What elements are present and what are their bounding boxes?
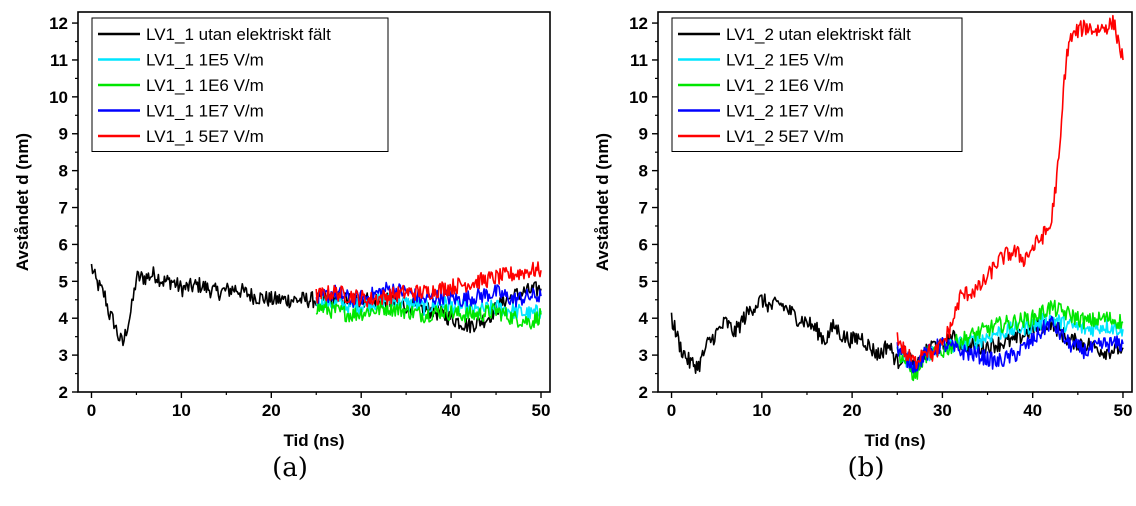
legend-label-1: LV1_2 utan elektriskt fält	[726, 25, 911, 44]
x-axis-label: Tid (ns)	[864, 431, 925, 450]
legend-label-4: LV1_2 1E7 V/m	[726, 102, 844, 121]
y-axis-label: Avståndet d (nm)	[13, 133, 32, 271]
series-group	[670, 14, 1124, 382]
y-tick-label: 5	[639, 272, 648, 291]
legend-box	[671, 17, 963, 152]
series-line-4	[896, 315, 1124, 374]
x-tick-label: 30	[352, 401, 371, 420]
y-tick-label: 6	[639, 235, 648, 254]
y-tick-label: 11	[50, 51, 68, 70]
y-tick-label: 6	[59, 235, 68, 254]
x-tick-label: 0	[667, 401, 676, 420]
legend-label-1: LV1_1 utan elektriskt fält	[146, 25, 331, 44]
legend-label-2: LV1_1 1E5 V/m	[146, 51, 264, 70]
y-tick-label: 3	[59, 346, 68, 365]
x-tick-label: 10	[172, 401, 191, 420]
y-tick-label: 11	[630, 51, 648, 70]
plot-frame	[77, 11, 551, 393]
y-tick-label: 4	[639, 309, 649, 328]
series-line-1	[670, 293, 1124, 375]
y-tick-label: 9	[639, 125, 648, 144]
chart-panel-1: 0 10 20 30 40 50 2 3 4 5 6 7 8 9 10 11 12 Tid (ns) Avstånd…	[13, 11, 551, 483]
x-tick-label: 40	[442, 401, 461, 420]
legend-label-3: LV1_1 1E6 V/m	[146, 76, 264, 95]
y-tick-label: 10	[49, 88, 68, 107]
series-group	[90, 261, 542, 347]
series-line-5	[315, 261, 542, 308]
legend-label-3: LV1_2 1E6 V/m	[726, 76, 844, 95]
y-tick-label: 5	[59, 272, 68, 291]
legend-box	[91, 17, 389, 152]
x-tick-label: 50	[532, 401, 551, 420]
legend-label-5: LV1_1 5E7 V/m	[146, 127, 264, 146]
y-tick-label: 12	[629, 14, 648, 33]
y-tick-label: 9	[59, 125, 68, 144]
legend-label-2: LV1_2 1E5 V/m	[726, 51, 844, 70]
legend-label-4: LV1_1 1E7 V/m	[146, 102, 264, 121]
chart-panel-2: 0 10 20 30 40 50 2 3 4 5 6 7 8 9 10 11 12 Tid (ns) Avstånd…	[593, 11, 1133, 483]
y-tick-label: 12	[49, 14, 68, 33]
y-tick-label: 10	[629, 88, 648, 107]
x-tick-label: 50	[1114, 401, 1133, 420]
x-tick-label: 10	[752, 401, 771, 420]
y-tick-label: 7	[59, 199, 68, 218]
x-tick-label: 20	[262, 401, 281, 420]
x-axis-label: Tid (ns)	[283, 431, 344, 450]
y-tick-label: 2	[639, 383, 648, 402]
x-tick-label: 0	[87, 401, 96, 420]
y-tick-label: 4	[59, 309, 69, 328]
panel-caption: (a)	[272, 453, 308, 483]
legend-label-5: LV1_2 5E7 V/m	[726, 127, 844, 146]
panel-caption: (b)	[848, 453, 885, 483]
x-tick-label: 40	[1023, 401, 1042, 420]
x-tick-label: 20	[843, 401, 862, 420]
plot-frame	[657, 11, 1133, 393]
y-tick-label: 2	[59, 383, 68, 402]
y-tick-label: 7	[639, 199, 648, 218]
y-tick-label: 3	[639, 346, 648, 365]
y-axis-label: Avståndet d (nm)	[593, 133, 612, 271]
series-line-5	[896, 14, 1124, 370]
series-line-3	[315, 299, 542, 330]
x-tick-label: 30	[933, 401, 952, 420]
y-tick-label: 8	[639, 162, 648, 181]
y-tick-label: 8	[59, 162, 68, 181]
